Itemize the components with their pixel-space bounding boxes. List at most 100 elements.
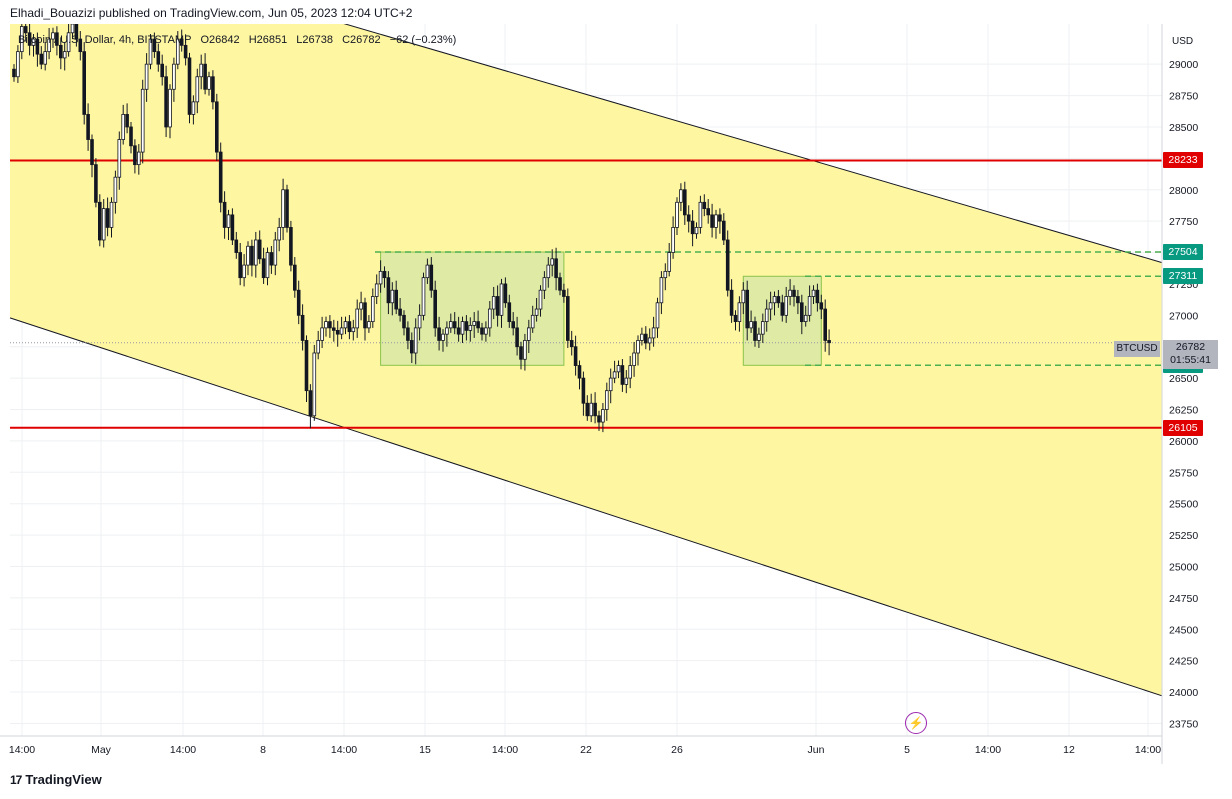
candle-body [741, 289, 746, 304]
candle-body [632, 352, 636, 366]
candle-body [527, 327, 531, 341]
candle-body [230, 214, 235, 241]
candle-body [156, 51, 161, 65]
candle-body [523, 340, 527, 360]
candle-body [183, 44, 188, 59]
candle-body [768, 302, 773, 310]
candle-body [402, 314, 406, 329]
candle-body [690, 220, 695, 235]
x-tick-label: 5 [904, 744, 910, 756]
candle-body [577, 365, 582, 379]
publisher-line: Elhadi_Bouazizi published on TradingView… [10, 6, 413, 20]
candle-body [355, 308, 359, 329]
candle-body [203, 63, 207, 90]
candle-body [117, 139, 122, 178]
candle-body [175, 38, 180, 65]
tradingview-footer[interactable]: 17 TradingView [10, 772, 102, 787]
candle-body [484, 327, 488, 335]
lightning-bolt-icon[interactable]: ⚡ [905, 712, 927, 734]
candle-body [168, 88, 172, 128]
candle-body [324, 321, 328, 329]
candle-body [265, 252, 270, 279]
legend-low: L26738 [296, 34, 334, 46]
candle-body [378, 270, 383, 285]
candle-body [480, 327, 484, 335]
bar-countdown: 01:55:41 [1170, 354, 1211, 366]
candle-body [47, 38, 51, 53]
candle-body [749, 321, 753, 329]
candle-body [558, 277, 562, 291]
y-tick-label: 27000 [1169, 310, 1198, 322]
x-tick-label: 15 [419, 744, 431, 756]
candle-body [125, 114, 129, 128]
y-tick-label: 23750 [1169, 718, 1198, 730]
candle-body [23, 26, 28, 34]
candle-body [199, 63, 204, 78]
candle-body [776, 296, 781, 304]
price-level-tag: 28233 [1163, 152, 1203, 169]
candle-body [55, 32, 59, 46]
x-tick-label: 8 [260, 744, 266, 756]
price-chart[interactable]: 23750 24000 24250 24500 24750 25000 25250 25500… [0, 0, 1232, 764]
candle-body [683, 189, 687, 216]
x-tick-label: 26 [671, 744, 683, 756]
x-tick-label: 14:00 [1135, 744, 1161, 756]
candle-body [82, 51, 87, 115]
candle-body [409, 340, 414, 354]
legend-high: H26851 [248, 34, 288, 46]
candle-body [374, 283, 379, 297]
candle-body [737, 302, 742, 323]
candle-body [679, 189, 683, 203]
candle-body [667, 252, 671, 272]
candle-body [218, 151, 223, 203]
footer-brand: TradingView [25, 772, 102, 787]
y-tick-label: 28000 [1169, 185, 1198, 197]
candle-body [569, 340, 574, 348]
candle-body [253, 239, 258, 266]
candle-body [714, 214, 718, 228]
candle-body [136, 151, 141, 166]
last-price-tag: 26782 01:55:41 [1163, 340, 1218, 369]
legend-symbol[interactable]: Bitcoin / U.S. Dollar, 4h, BITSTAMP [18, 34, 192, 46]
candle-body [784, 296, 788, 316]
candle-body [487, 308, 492, 329]
candle-body [382, 270, 387, 279]
y-tick-label: 25500 [1169, 499, 1198, 511]
candle-body [464, 321, 469, 331]
candle-body [761, 321, 765, 335]
candle-body [811, 289, 816, 297]
y-tick-label: 27750 [1169, 216, 1198, 228]
candle-body [226, 214, 231, 228]
candle-body [686, 214, 691, 222]
candle-body [304, 340, 309, 392]
candle-body [250, 245, 254, 266]
x-tick-label: 14:00 [170, 744, 196, 756]
y-tick-label: 24500 [1169, 624, 1198, 636]
candle-body [819, 302, 824, 310]
candle-body [792, 289, 796, 297]
candle-body [94, 164, 98, 203]
candle-body [534, 308, 539, 316]
candle-body [597, 415, 601, 423]
candle-body [289, 227, 293, 266]
price-level-tag: 27311 [1163, 268, 1203, 285]
candle-body [359, 302, 363, 310]
candle-body [503, 283, 508, 304]
candle-body [74, 23, 79, 40]
y-tick-label: 24750 [1169, 593, 1198, 605]
candle-body [238, 252, 243, 279]
candle-body [456, 327, 461, 335]
candle-body [429, 264, 434, 291]
candle-body [62, 51, 67, 59]
candle-body [803, 314, 808, 323]
chart-frame[interactable]: 23750 24000 24250 24500 24750 25000 25250 25500… [0, 0, 1232, 764]
currency-label: USD [1172, 36, 1193, 47]
candle-body [807, 296, 812, 316]
candle-body [815, 289, 820, 304]
candle-body [491, 296, 496, 310]
candle-body [511, 321, 515, 329]
candle-body [636, 340, 640, 354]
candle-body [19, 26, 24, 53]
candle-body [628, 365, 632, 379]
x-tick-label: 14:00 [331, 744, 357, 756]
